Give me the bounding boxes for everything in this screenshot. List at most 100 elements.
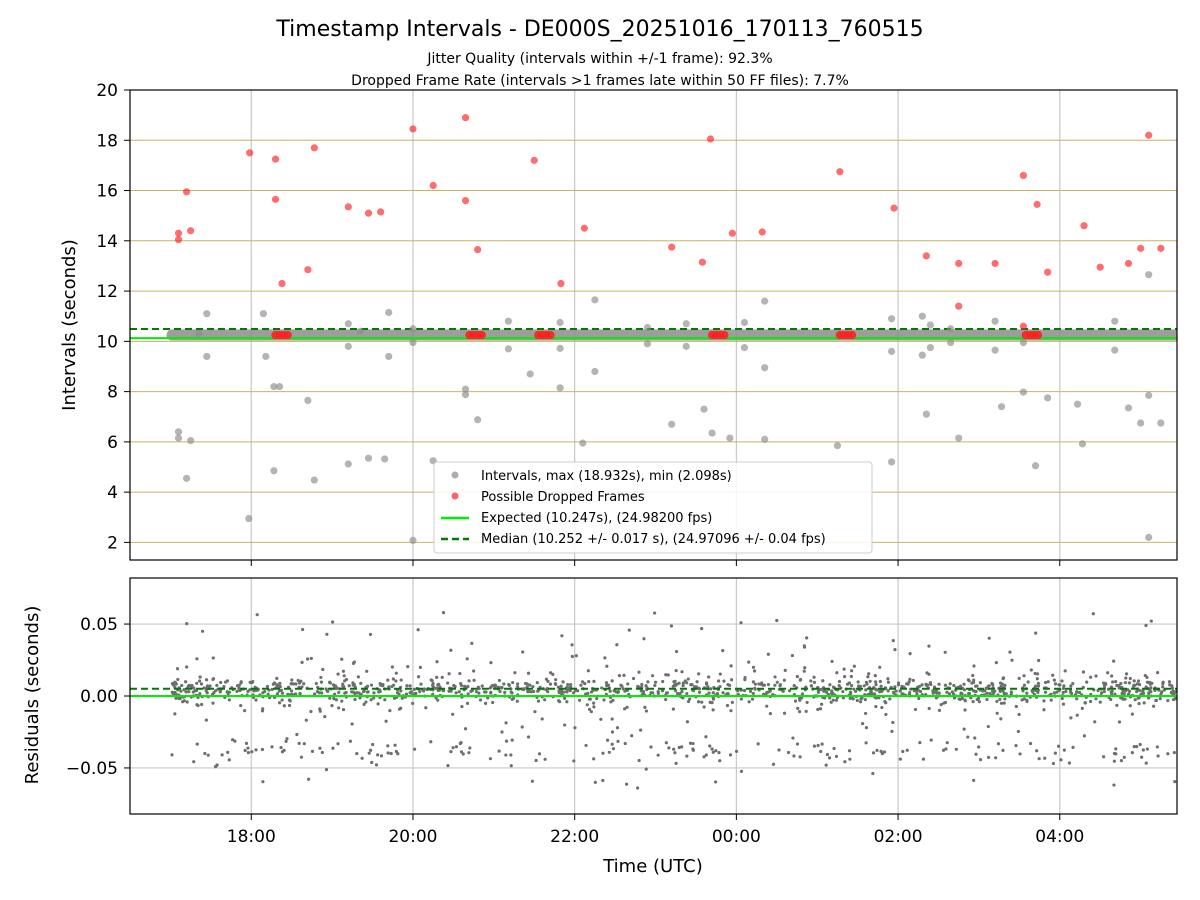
interval-point	[1137, 419, 1145, 427]
residual-point	[372, 696, 376, 700]
residual-point	[842, 667, 846, 671]
residual-point	[284, 739, 288, 744]
residual-point	[667, 746, 671, 750]
residual-point	[536, 699, 541, 703]
residual-point	[1062, 748, 1066, 752]
residual-point	[587, 679, 591, 684]
residual-point	[1071, 681, 1075, 686]
residual-point	[825, 752, 830, 757]
residual-point	[707, 691, 711, 695]
residual-point	[509, 753, 513, 757]
residual-point	[549, 671, 553, 675]
residual-point	[472, 678, 476, 682]
residual-point	[1017, 712, 1021, 717]
residual-point	[451, 712, 455, 716]
residual-point	[204, 689, 208, 693]
interval-point	[504, 317, 512, 325]
residual-point	[515, 682, 520, 686]
dropped-frame-point	[344, 203, 352, 211]
residual-point	[533, 710, 537, 714]
residual-point	[985, 691, 989, 695]
residual-point	[408, 684, 412, 688]
residual-point	[721, 649, 725, 653]
residual-point	[943, 700, 948, 705]
residual-point	[730, 700, 734, 704]
residual-point	[388, 708, 392, 713]
interval-point	[262, 352, 270, 361]
residual-point	[1144, 623, 1148, 628]
residual-point	[675, 682, 679, 686]
legend-dropped-label: Possible Dropped Frames	[481, 490, 645, 505]
residual-point	[560, 634, 564, 638]
interval-point	[591, 367, 599, 376]
residual-point	[644, 767, 648, 771]
residual-point	[631, 676, 636, 681]
residual-point	[344, 677, 349, 682]
residual-point	[864, 741, 868, 745]
bottom-y-axis-label: Residuals (seconds)	[22, 606, 43, 785]
residual-point	[250, 750, 254, 754]
residual-point	[901, 749, 905, 754]
residual-point	[574, 654, 578, 658]
residual-point	[686, 699, 691, 704]
residual-point	[182, 699, 186, 703]
residual-point	[958, 684, 963, 688]
residual-point	[697, 672, 701, 676]
residual-point	[304, 718, 308, 722]
residual-point	[279, 688, 284, 692]
residual-point	[978, 681, 982, 685]
residual-point	[805, 700, 809, 705]
residual-point	[1135, 745, 1139, 749]
residual-point	[535, 681, 539, 685]
residual-point	[178, 696, 182, 701]
residual-point	[306, 657, 310, 661]
residual-point	[952, 683, 956, 688]
interval-point	[195, 330, 203, 338]
residual-point	[592, 701, 596, 705]
residual-point	[960, 696, 964, 701]
residual-point	[586, 669, 590, 673]
bottom-plot-area	[130, 611, 1177, 790]
residual-point	[331, 620, 335, 624]
residual-point	[341, 707, 346, 712]
residual-point	[440, 675, 444, 679]
residual-point	[497, 678, 502, 683]
residual-point	[945, 690, 949, 694]
bottom-y-tick-label: −0.05	[66, 759, 118, 779]
residual-point	[570, 654, 574, 659]
residual-point	[474, 689, 479, 694]
residual-point	[611, 747, 616, 751]
residual-point	[503, 690, 507, 694]
dropped-frame-point	[1080, 222, 1088, 230]
residual-point	[1094, 674, 1098, 678]
residual-point	[1001, 689, 1005, 693]
residual-point	[212, 690, 216, 695]
residual-point	[691, 741, 695, 746]
residual-point	[1138, 742, 1142, 747]
residual-point	[457, 690, 461, 694]
residual-point	[721, 691, 725, 695]
residual-point	[917, 696, 921, 701]
residual-point	[951, 692, 956, 696]
interval-point	[504, 345, 512, 353]
residual-point	[263, 690, 267, 694]
residual-point	[999, 701, 1004, 705]
residual-point	[369, 698, 373, 702]
residual-point	[677, 745, 681, 750]
residual-point	[372, 691, 376, 695]
residual-point	[601, 778, 605, 783]
residual-point	[510, 691, 514, 695]
residual-point	[1033, 671, 1037, 676]
dropped-frame-cluster-point	[720, 330, 729, 340]
residual-point	[1052, 691, 1056, 695]
residual-point	[543, 757, 547, 761]
residual-point	[195, 742, 199, 746]
residual-point	[820, 742, 824, 746]
residual-point	[862, 684, 866, 688]
residual-point	[1060, 696, 1064, 701]
residual-point	[577, 698, 582, 702]
residual-point	[227, 698, 232, 702]
residual-point	[871, 771, 875, 776]
residual-point	[1022, 697, 1026, 701]
residual-point	[504, 753, 508, 757]
